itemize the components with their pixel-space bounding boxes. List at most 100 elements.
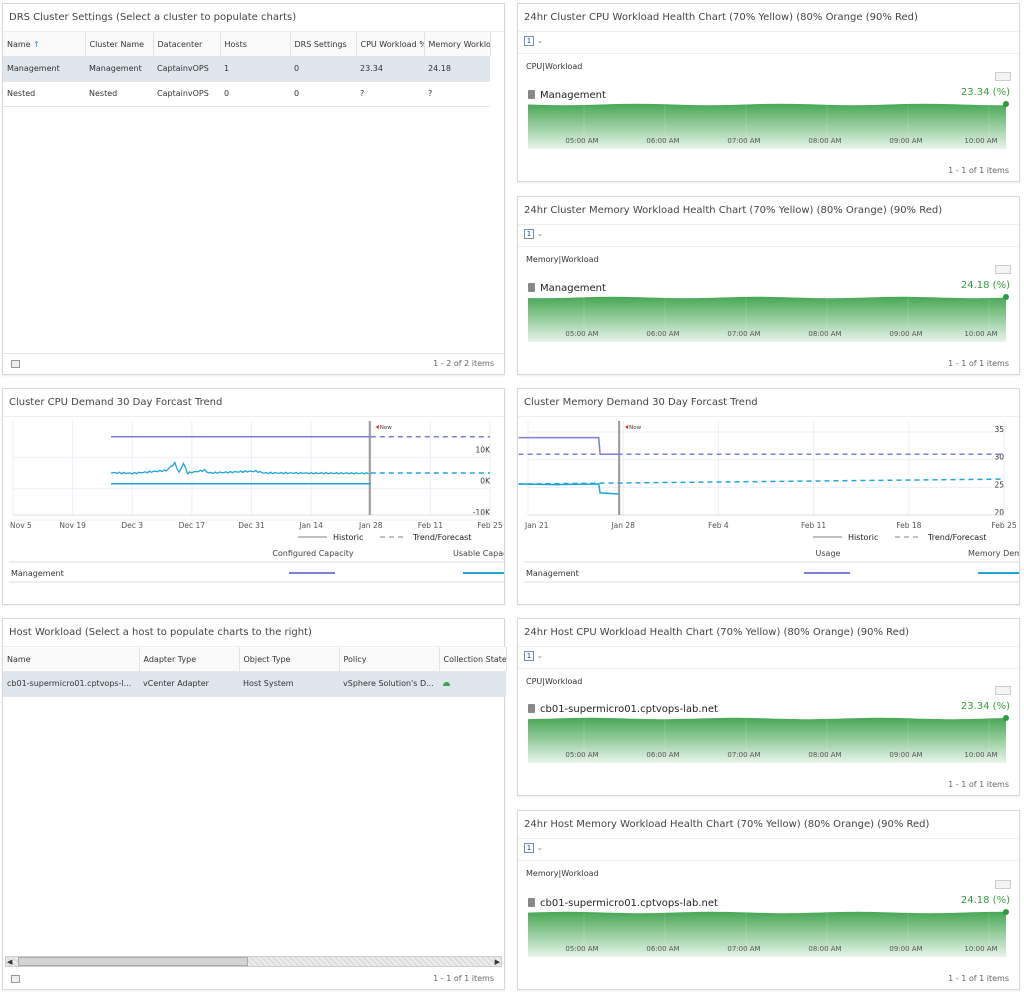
cell: Host System xyxy=(239,671,339,697)
column-header[interactable]: CPU Workload % xyxy=(356,32,425,56)
cell: Management xyxy=(3,56,85,82)
chart-options-button[interactable] xyxy=(995,72,1011,81)
scroll-left-icon[interactable]: ◀ xyxy=(7,958,13,966)
metric-label: Memory|Workload xyxy=(526,255,599,264)
calendar-icon[interactable]: 1 xyxy=(524,229,534,239)
resource-name[interactable]: cb01-supermicro01.cptvops-lab.net xyxy=(528,704,718,715)
x-tick-label: Nov 19 xyxy=(59,521,86,530)
time-tick-label: 10:00 AM xyxy=(964,137,997,145)
chart-options-button[interactable] xyxy=(995,880,1011,889)
time-tick-label: 06:00 AM xyxy=(646,330,679,338)
horizontal-scrollbar[interactable]: ◀ ▶ xyxy=(5,956,502,967)
resource-name[interactable]: cb01-supermicro01.cptvops-lab.net xyxy=(528,898,718,909)
resource-label: cb01-supermicro01.cptvops-lab.net xyxy=(540,898,718,909)
column-header[interactable]: Name xyxy=(3,647,140,671)
y-tick-label: -10K xyxy=(473,508,491,517)
x-tick-label: Feb 25 xyxy=(477,521,502,530)
last-value-marker xyxy=(1003,715,1009,721)
calendar-icon[interactable]: 1 xyxy=(524,651,534,661)
chevron-down-icon[interactable]: ⌄ xyxy=(536,843,544,852)
cell: CaptainvOPS xyxy=(153,81,220,107)
last-value-marker xyxy=(1003,101,1009,107)
health-sparkline[interactable]: 05:00 AM 06:00 AM 07:00 AM 08:00 AM 09:00 AM… xyxy=(528,909,1012,957)
time-tick-label: 05:00 AM xyxy=(565,945,598,953)
time-tick-label: 07:00 AM xyxy=(727,945,760,953)
health-sparkline[interactable]: 05:00 AM 06:00 AM 07:00 AM 08:00 AM 09:00 AM… xyxy=(528,101,1012,149)
cell: 0 xyxy=(290,81,356,107)
toolbar: 1 ⌄ xyxy=(518,225,1019,247)
resource-label: Management xyxy=(540,283,606,294)
x-tick-label: Feb 11 xyxy=(418,521,443,530)
time-tick-label: 10:00 AM xyxy=(964,751,997,759)
time-tick-label: 08:00 AM xyxy=(808,137,841,145)
chart-options-button[interactable] xyxy=(995,265,1011,274)
cell: Nested xyxy=(85,81,153,107)
toolbar: 1 ⌄ xyxy=(518,839,1019,861)
pagination-text: 1 - 1 of 1 items xyxy=(948,974,1009,983)
x-tick-label: Jan 28 xyxy=(610,521,635,530)
legend-historic: Historic xyxy=(848,533,878,542)
forecast-line xyxy=(518,478,1005,485)
resource-name[interactable]: Management xyxy=(528,283,606,294)
scroll-right-icon[interactable]: ▶ xyxy=(494,958,500,966)
column-header[interactable]: Cluster Name xyxy=(85,32,154,56)
column-header[interactable]: Adapter Type xyxy=(139,647,240,671)
last-value-marker xyxy=(1003,294,1009,300)
calendar-icon[interactable]: 1 xyxy=(524,36,534,46)
resource-label: cb01-supermicro01.cptvops-lab.net xyxy=(540,704,718,715)
legend-row-label: Management xyxy=(526,569,579,578)
column-header[interactable]: Memory Workload xyxy=(424,32,491,56)
pagination-text: 1 - 1 of 1 items xyxy=(948,359,1009,368)
forecast-chart[interactable]: Nov 5 Nov 19 Dec 3 Dec 17 Dec 31 Jan 14 Jan 28… xyxy=(3,417,504,607)
resource-name[interactable]: Management xyxy=(528,90,606,101)
time-tick-label: 09:00 AM xyxy=(889,945,922,953)
series-legend-header: Memory Demand xyxy=(968,549,1019,558)
chevron-down-icon[interactable]: ⌄ xyxy=(536,36,544,45)
current-value: 23.34 (%) xyxy=(960,701,1010,712)
time-tick-label: 09:00 AM xyxy=(889,751,922,759)
cell: 23.34 xyxy=(356,56,424,82)
scrollbar-thumb[interactable] xyxy=(18,957,248,966)
table-row[interactable]: Management Management CaptainvOPS 1 0 23.34 24… xyxy=(3,56,490,82)
chevron-down-icon[interactable]: ⌄ xyxy=(536,651,544,660)
cell: 0 xyxy=(290,56,356,82)
historic-line xyxy=(110,461,369,475)
series-legend-header: Configured Capacity xyxy=(272,549,354,558)
time-tick-label: 08:00 AM xyxy=(808,751,841,759)
column-toggle-icon[interactable] xyxy=(11,360,20,368)
column-header[interactable]: Collection State xyxy=(439,647,507,671)
column-header[interactable]: Policy xyxy=(339,647,440,671)
column-header[interactable]: Datacenter xyxy=(153,32,221,56)
historic-line xyxy=(518,483,620,495)
column-toggle-icon[interactable] xyxy=(11,975,20,983)
x-tick-label: Dec 3 xyxy=(121,521,143,530)
historic-line xyxy=(518,436,620,455)
table-header: Name ↑ Cluster Name Datacenter Hosts DRS… xyxy=(3,32,491,56)
y-tick-label: 35 xyxy=(994,425,1004,434)
x-tick-label: Feb 11 xyxy=(801,521,826,530)
column-header[interactable]: Hosts xyxy=(220,32,291,56)
time-tick-label: 06:00 AM xyxy=(646,945,679,953)
calendar-icon[interactable]: 1 xyxy=(524,843,534,853)
cell: Nested xyxy=(3,81,85,107)
time-tick-label: 05:00 AM xyxy=(565,751,598,759)
x-tick-label: Jan 28 xyxy=(358,521,383,530)
area-fill xyxy=(528,103,1006,149)
cell: 0 xyxy=(220,81,290,107)
chart-options-button[interactable] xyxy=(995,686,1011,695)
column-header-name[interactable]: Name ↑ xyxy=(3,32,86,56)
legend-forecast: Trend/Forecast xyxy=(412,533,471,542)
chevron-down-icon[interactable]: ⌄ xyxy=(536,229,544,238)
column-header[interactable]: Object Type xyxy=(239,647,340,671)
legend-historic: Historic xyxy=(333,533,363,542)
health-sparkline[interactable]: 05:00 AM 06:00 AM 07:00 AM 08:00 AM 09:00 AM… xyxy=(528,294,1012,342)
cell: 24.18 xyxy=(424,56,490,82)
now-label: Now xyxy=(380,425,392,431)
cluster-icon xyxy=(528,283,535,292)
host-table: Name Adapter Type Object Type Policy Col… xyxy=(3,647,507,697)
forecast-chart[interactable]: Jan 21 Jan 28 Feb 4 Feb 11 Feb 18 Feb 25 35 30 2… xyxy=(518,417,1019,607)
table-row[interactable]: cb01-supermicro01.cptvops-l... vCenter Ad… xyxy=(3,671,506,697)
health-sparkline[interactable]: 05:00 AM 06:00 AM 07:00 AM 08:00 AM 09:00 AM… xyxy=(528,715,1012,763)
column-header[interactable]: DRS Settings xyxy=(290,32,357,56)
table-row[interactable]: Nested Nested CaptainvOPS 0 0?? xyxy=(3,81,490,107)
